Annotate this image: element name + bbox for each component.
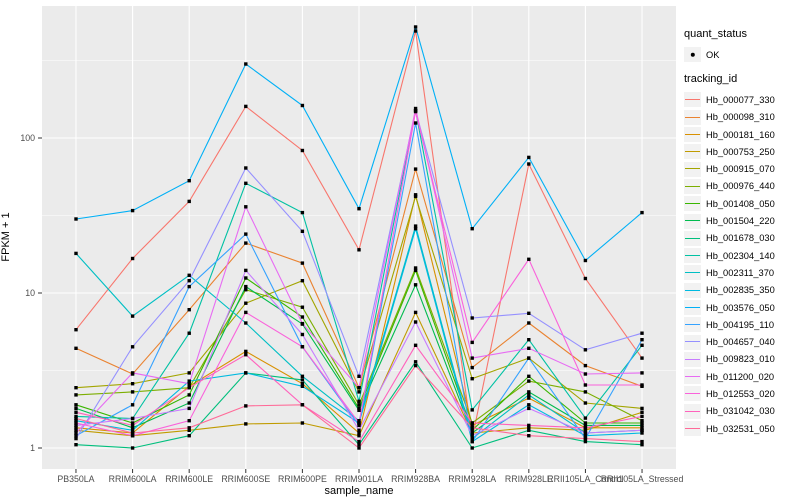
legend-entry-Hb_002835_350: Hb_002835_350: [684, 282, 800, 299]
legend-entry-label: Hb_001504_220: [706, 216, 775, 227]
legend-entry-label: Hb_012553_020: [706, 388, 775, 399]
legend-line-swatch: [684, 161, 701, 177]
tick-labels: 1 10 100 PB350LA RRIM600LA RRIM600LE RRIM600SE…: [20, 133, 683, 484]
x-tick-label: RRIM928LA: [448, 474, 496, 484]
y-axis-title: FPKM + 1: [0, 212, 12, 262]
x-tick-label: RRIM600SE: [221, 474, 270, 484]
legend-line-swatch: [684, 351, 701, 367]
grid-major: [42, 6, 676, 469]
legend-line-swatch: [684, 196, 701, 212]
legend-entry-Hb_001408_050: Hb_001408_050: [684, 195, 800, 212]
legend-entry-Hb_000098_310: Hb_000098_310: [684, 109, 800, 126]
legend: quant_status OK tracking_id Hb_000077_33…: [684, 28, 800, 437]
legend-line-swatch: [684, 144, 701, 160]
legend-entry-Hb_004195_110: Hb_004195_110: [684, 316, 800, 333]
legend-entry-label: Hb_004657_040: [706, 337, 775, 348]
legend-entry-Hb_009823_010: Hb_009823_010: [684, 351, 800, 368]
legend-line-swatch: [684, 127, 701, 143]
x-tick-label: RRII105LA_Stressed: [601, 474, 684, 484]
legend-line-swatch: [684, 421, 701, 437]
legend-line-swatch: [684, 92, 701, 108]
x-tick-label: RRIM928LE: [505, 474, 553, 484]
y-tick-label: 10: [25, 288, 35, 298]
legend-entry-label: Hb_000976_440: [706, 181, 775, 192]
y-tick-label: 100: [20, 133, 35, 143]
x-tick-label: RRIM600PE: [278, 474, 327, 484]
legend-entry-label: Hb_001678_030: [706, 233, 775, 244]
x-tick-label: RRIM928BA: [391, 474, 440, 484]
legend-entry-label: Hb_002304_140: [706, 250, 775, 261]
legend-entry-Hb_012553_020: Hb_012553_020: [684, 385, 800, 402]
y-tick-label: 1: [30, 443, 35, 453]
legend-quant-status-block: quant_status OK: [684, 28, 800, 63]
legend-tracking-id-entries: Hb_000077_330 Hb_000098_310 Hb_000181_160 H…: [684, 91, 800, 437]
legend-tracking-id-block: tracking_id Hb_000077_330 Hb_000098_310 Hb…: [684, 73, 800, 437]
legend-entry-Hb_000915_070: Hb_000915_070: [684, 160, 800, 177]
legend-line-swatch: [684, 317, 701, 333]
legend-line-swatch: [684, 386, 701, 402]
legend-entry-Hb_011200_020: Hb_011200_020: [684, 368, 800, 385]
legend-entry-Hb_000077_330: Hb_000077_330: [684, 91, 800, 108]
legend-entry-label: Hb_032531_050: [706, 423, 775, 434]
legend-line-swatch: [684, 178, 701, 194]
x-axis-title: sample_name: [324, 485, 394, 497]
x-tick-label: RRII105LA_Control: [547, 474, 623, 484]
legend-line-swatch: [684, 213, 701, 229]
legend-entry-Hb_000181_160: Hb_000181_160: [684, 126, 800, 143]
legend-entry-label: Hb_003576_050: [706, 302, 775, 313]
legend-entry-label: Hb_031042_030: [706, 406, 775, 417]
legend-entry-Hb_004657_040: Hb_004657_040: [684, 333, 800, 350]
legend-quant-status-item: OK: [684, 46, 800, 63]
legend-entry-Hb_002304_140: Hb_002304_140: [684, 247, 800, 264]
legend-entry-label: Hb_001408_050: [706, 198, 775, 209]
legend-entry-Hb_002311_370: Hb_002311_370: [684, 264, 800, 281]
legend-entry-Hb_031042_030: Hb_031042_030: [684, 403, 800, 420]
ok-point-icon: [684, 47, 701, 63]
legend-entry-label: Hb_000915_070: [706, 164, 775, 175]
legend-line-swatch: [684, 300, 701, 315]
legend-entry-Hb_001678_030: Hb_001678_030: [684, 230, 800, 247]
legend-entry-Hb_000976_440: Hb_000976_440: [684, 178, 800, 195]
x-tick-label: RRIM901LA: [335, 474, 383, 484]
legend-quant-status-title: quant_status: [684, 28, 747, 40]
legend-entry-Hb_000753_250: Hb_000753_250: [684, 143, 800, 160]
legend-entry-label: Hb_000753_250: [706, 146, 775, 157]
legend-entry-Hb_003576_050: Hb_003576_050: [684, 299, 800, 316]
legend-line-swatch: [684, 334, 701, 350]
legend-entry-label: Hb_002311_370: [706, 267, 775, 278]
legend-entry-label: Hb_004195_110: [706, 319, 775, 330]
legend-tracking-id-title: tracking_id: [684, 73, 738, 86]
legend-entry-label: Hb_009823_010: [706, 354, 775, 365]
legend-line-swatch: [684, 265, 701, 281]
legend-line-swatch: [684, 403, 701, 419]
x-tick-label: RRIM600LE: [165, 474, 213, 484]
data-points: [74, 25, 644, 450]
legend-line-swatch: [684, 109, 701, 125]
legend-entry-label: Hb_011200_020: [706, 371, 775, 382]
legend-line-swatch: [684, 369, 701, 385]
legend-entry-label: Hb_000098_310: [706, 112, 775, 123]
legend-entry-Hb_032531_050: Hb_032531_050: [684, 420, 800, 437]
legend-entry-label: Hb_000077_330: [706, 94, 775, 105]
axis-ticks: [38, 137, 643, 473]
x-tick-label: RRIM600LA: [109, 474, 157, 484]
legend-entry-Hb_001504_220: Hb_001504_220: [684, 212, 800, 229]
legend-entry-label: Hb_002835_350: [706, 285, 775, 296]
legend-quant-status-label: OK: [706, 49, 720, 60]
legend-line-swatch: [684, 282, 701, 298]
legend-line-swatch: [684, 248, 701, 264]
x-tick-label: PB350LA: [57, 474, 94, 484]
legend-line-swatch: [684, 230, 701, 246]
legend-entry-label: Hb_000181_160: [706, 129, 775, 140]
